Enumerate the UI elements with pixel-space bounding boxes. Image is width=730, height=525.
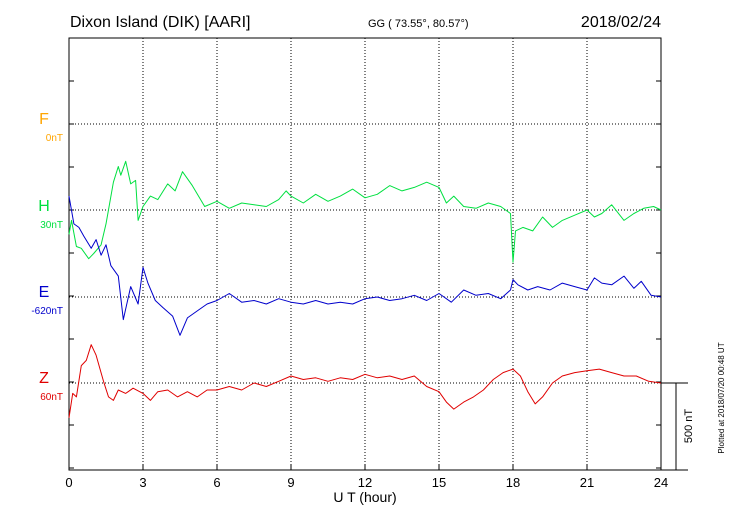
x-tick-label: 6 xyxy=(213,475,220,490)
scale-bar-label: 500 nT xyxy=(683,409,695,444)
plotted-timestamp: Plotted at 2018/07/20 00:48 UT xyxy=(717,342,726,453)
grid-lines xyxy=(69,38,661,470)
series-label-z: Z xyxy=(39,370,49,387)
x-axis-ticks: 0 3 6 9 12 15 18 21 24 xyxy=(65,464,668,490)
x-tick-label: 12 xyxy=(358,475,372,490)
series-lines xyxy=(68,160,662,418)
series-line-h xyxy=(68,160,662,263)
x-tick-label: 0 xyxy=(65,475,72,490)
x-tick-label: 15 xyxy=(432,475,446,490)
series-label-e: E xyxy=(39,284,50,301)
baseline-label-f: 0nT xyxy=(46,133,63,144)
baseline-label-h: 30nT xyxy=(40,220,63,231)
station-coordinates: GG ( 73.55°, 80.57°) xyxy=(368,18,469,30)
x-tick-label: 21 xyxy=(580,475,594,490)
x-tick-label: 9 xyxy=(287,475,294,490)
scale-bar: 500 nT xyxy=(661,382,695,471)
chart-date: 2018/02/24 xyxy=(581,14,661,31)
x-tick-label: 24 xyxy=(654,475,668,490)
series-label-h: H xyxy=(38,198,50,215)
station-title: Dixon Island (DIK) [AARI] xyxy=(70,14,251,31)
series-label-f: F xyxy=(39,111,49,128)
x-axis-label: U T (hour) xyxy=(333,489,396,505)
baseline-label-e: -620nT xyxy=(31,306,63,317)
series-line-e xyxy=(68,196,662,336)
series-line-z xyxy=(68,344,662,418)
baseline-label-z: 60nT xyxy=(40,392,63,403)
x-tick-label: 18 xyxy=(506,475,520,490)
x-tick-label: 3 xyxy=(139,475,146,490)
